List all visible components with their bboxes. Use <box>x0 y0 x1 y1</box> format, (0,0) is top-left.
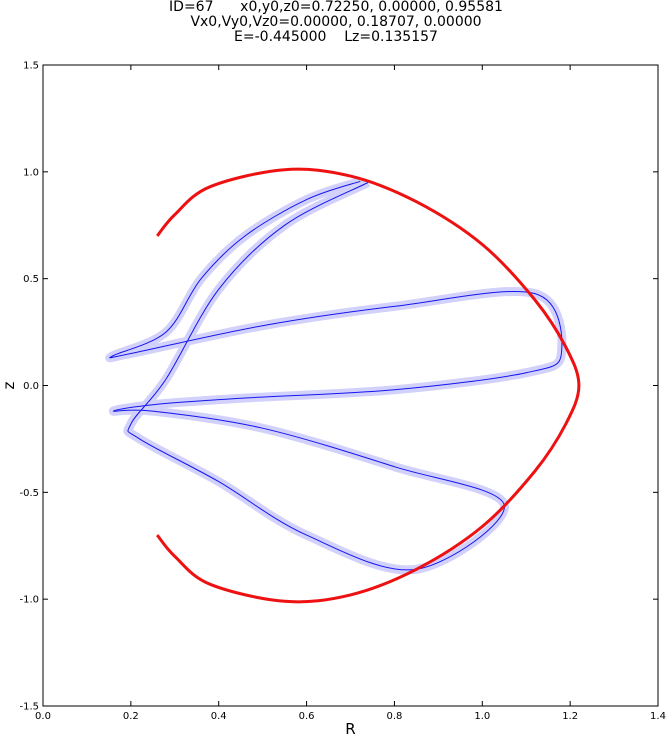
orbit-line <box>109 180 563 571</box>
x-axis-label: R <box>345 720 355 736</box>
title-line-1: ID=67 x0,y0,z0=0.72250, 0.00000, 0.95581 <box>169 0 503 15</box>
zero-velocity-curve <box>156 167 581 604</box>
y-tick-label: 0.0 <box>23 381 39 392</box>
chart-title: ID=67 x0,y0,z0=0.72250, 0.00000, 0.95581… <box>0 0 672 45</box>
y-tick-label: -1.5 <box>19 702 39 713</box>
title-line-3: E=-0.445000 Lz=0.135157 <box>234 29 438 45</box>
y-axis-label: z <box>0 381 18 389</box>
x-tick-label: 0.6 <box>299 711 315 722</box>
y-tick-label: 0.5 <box>23 274 39 285</box>
x-tick-label: 1.2 <box>562 711 578 722</box>
title-line-2: Vx0,Vy0,Vz0=0.00000, 0.18707, 0.00000 <box>190 14 482 30</box>
y-tick-label: 1.0 <box>23 167 39 178</box>
plot-frame <box>42 64 659 707</box>
y-tick-label: -0.5 <box>19 488 39 499</box>
x-tick-label: 0.8 <box>386 711 402 722</box>
x-tick-label: 1.0 <box>474 711 490 722</box>
y-tick-label: 1.5 <box>23 61 39 72</box>
orbit-band <box>105 177 567 575</box>
x-tick-label: 0.0 <box>35 711 51 722</box>
x-tick-label: 0.4 <box>211 711 227 722</box>
x-tick-label: 1.4 <box>650 711 666 722</box>
x-tick-label: 0.2 <box>123 711 139 722</box>
y-tick-label: -1.0 <box>19 595 39 606</box>
